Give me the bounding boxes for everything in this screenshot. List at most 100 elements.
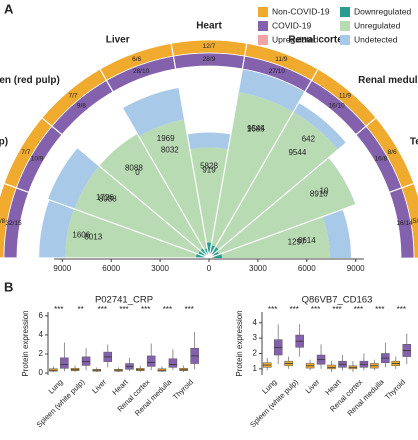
legend-label: COVID-19 — [272, 20, 311, 30]
ring-label: 7/7 — [69, 93, 78, 100]
box — [81, 356, 91, 366]
sector-divider — [208, 68, 319, 259]
y-tick-label: 0 — [39, 368, 44, 377]
x-tick-label: Thyroid — [383, 377, 407, 401]
significance-label: *** — [375, 305, 384, 314]
sector-segment — [74, 165, 201, 255]
ring-label: 28/10 — [133, 68, 150, 75]
segment-label: 1606 — [72, 231, 90, 240]
chart-title: P02741_CRP — [95, 295, 153, 306]
y-tick-label: 6 — [39, 311, 44, 320]
significance-label: *** — [289, 305, 298, 314]
sector-divider — [208, 43, 248, 259]
box — [146, 355, 156, 367]
segment-label: 8910 — [310, 190, 328, 199]
x-tick-label: Thyroid — [171, 377, 195, 401]
ring-label: 32/15 — [5, 220, 22, 227]
sector-segment — [217, 157, 356, 255]
x-tick-label: Liver — [90, 377, 108, 395]
y-tick-label: 1 — [253, 364, 258, 373]
sector-segment — [65, 208, 197, 258]
sector-divider — [41, 117, 210, 259]
legend-swatch — [258, 35, 268, 45]
ring-label: 16/10 — [328, 103, 345, 110]
x-tick-label: 9000 — [347, 264, 365, 273]
panel-label: B — [4, 279, 13, 294]
segment-label: 8032 — [161, 145, 179, 154]
segment-label: 9544 — [247, 124, 265, 133]
sector-segment — [322, 209, 351, 258]
sector-segment — [211, 246, 219, 255]
x-tick-label: Liver — [304, 377, 322, 395]
sector-segment — [99, 133, 204, 251]
segment-label: 8088 — [125, 164, 143, 173]
legend-label: Unregulated — [354, 20, 401, 30]
segment-label: 10 — [320, 187, 329, 196]
tissue-label: Spleen (white pulp) — [0, 137, 8, 148]
segment-label: 0 — [135, 168, 140, 177]
sector-segment — [212, 251, 219, 257]
y-axis-label: Protein expression — [235, 310, 244, 376]
y-axis-label: Protein expression — [21, 310, 30, 376]
segment-label: 5828 — [200, 162, 218, 171]
significance-label: *** — [54, 305, 63, 314]
significance-label: *** — [311, 305, 320, 314]
box — [60, 357, 69, 369]
ring-label: 8/6 — [388, 149, 397, 156]
significance-label: *** — [119, 305, 128, 314]
legend-swatch — [258, 7, 268, 17]
sector-segment — [238, 64, 308, 112]
sector-segment — [189, 147, 229, 243]
tissue-label: Liver — [106, 35, 130, 46]
ring-segment — [388, 187, 415, 259]
box — [168, 358, 178, 368]
ring-label: 9/8 — [77, 103, 86, 110]
ring-label: 28/9 — [203, 56, 216, 63]
legend-swatch — [258, 21, 268, 31]
sector-divider — [3, 182, 210, 259]
significance-label: *** — [332, 305, 341, 314]
ring-label: 16/8 — [375, 155, 388, 162]
sector-divider — [208, 182, 415, 259]
ring-label: 11/9 — [339, 93, 352, 100]
chart-title: Q86VB7_CD163 — [302, 295, 373, 306]
significance-label: *** — [268, 305, 277, 314]
x-tick-label: 0 — [207, 264, 212, 273]
x-tick-label: 6000 — [298, 264, 316, 273]
tissue-label: Testis — [410, 137, 418, 148]
sector-segment — [221, 216, 330, 258]
tissue-label: Renal cortex — [288, 35, 348, 46]
sector-segment — [39, 199, 75, 258]
significance-label: *** — [354, 305, 363, 314]
segment-label: 1297 — [288, 238, 306, 247]
panel-label: A — [4, 1, 14, 16]
x-tick-label: 3000 — [151, 264, 169, 273]
ring-label: 10/9 — [31, 155, 44, 162]
y-tick-label: 2 — [39, 349, 44, 358]
sector-segment — [293, 102, 347, 150]
segment-label: 1969 — [157, 134, 175, 143]
y-tick-label: 4 — [39, 330, 44, 339]
segment-label: 1685 — [247, 125, 265, 134]
sector-segment — [215, 111, 339, 250]
x-tick-label: Lung — [260, 377, 278, 395]
legend-label: Undetected — [354, 34, 398, 44]
segment-label: 919 — [202, 166, 216, 175]
legend-label: Non-COVID-19 — [272, 6, 330, 16]
sector-segment — [122, 87, 185, 137]
significance-label: *** — [141, 305, 150, 314]
x-tick-label: 6000 — [102, 264, 120, 273]
segment-label: 8088 — [99, 195, 117, 204]
significance-label: *** — [98, 305, 107, 314]
sector-segment — [198, 250, 206, 257]
legend-swatch — [340, 21, 350, 31]
ring-label: 27/10 — [269, 68, 286, 75]
x-tick-label: 3000 — [249, 264, 267, 273]
ring-label: 7/7 — [21, 149, 30, 156]
x-tick-label: Lung — [47, 377, 65, 395]
sector-divider — [208, 117, 377, 259]
ring-label: 6/6 — [132, 56, 141, 63]
sector-segment — [187, 132, 231, 150]
ring-label: 15/15 — [409, 218, 418, 225]
sector-divider — [170, 43, 210, 259]
